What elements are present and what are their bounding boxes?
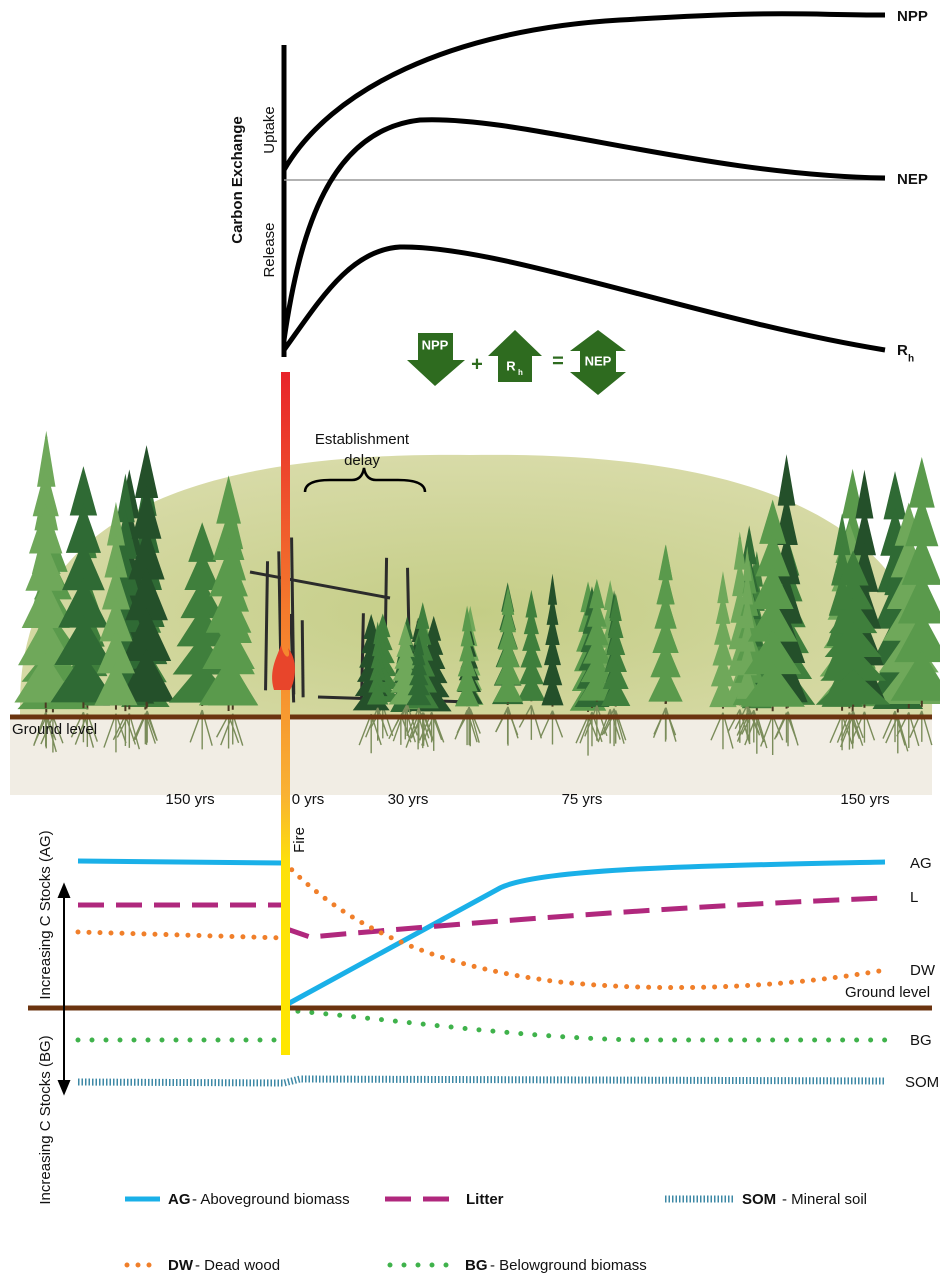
bg-line [284,1010,885,1040]
axis-label: Release [261,222,278,277]
time-label: 150 yrs [165,791,214,808]
axis-title: Carbon Exchange [229,116,246,244]
time-label: 150 yrs [840,791,889,808]
page: {"carbon_exchange":{"axis_title":"Carbon… [0,0,940,1284]
axis-title: Increasing C Stocks (BG) [37,1035,54,1204]
time-label: 30 yrs [388,791,429,808]
curve-label: DW [910,962,936,979]
dw-line [284,862,885,988]
arrow-head [59,1081,69,1093]
time-label: 0 yrs [292,791,325,808]
curve-label: NEP [897,171,928,188]
ground-label: Ground level [12,721,97,738]
equation-operator: + [471,353,483,375]
dw-line [78,932,284,938]
legend-code: SOM [742,1191,776,1208]
diagram: Carbon Exchange Uptake Release NPP NEP R… [0,0,940,1284]
curve-label-sub: h [908,354,914,365]
dead-tree [266,561,268,690]
arrow-head [59,885,69,897]
curve-label: R [897,342,908,359]
legend [125,1199,735,1265]
curve-label: SOM [905,1074,939,1091]
legend-text: - Mineral soil [782,1191,867,1208]
axis-title: Increasing C Stocks (AG) [37,830,54,999]
annotation: Establishment [315,431,410,448]
legend-code: BG [465,1257,488,1274]
som-line [78,1079,885,1083]
ground-label: Ground level [845,984,930,1001]
legend-code: AG [168,1191,191,1208]
rh-curve [284,247,885,350]
ag-line [78,861,284,863]
fire-bar [281,372,290,1055]
curve-label: BG [910,1032,932,1049]
arrow-up [488,330,542,382]
nep-curve [284,120,885,340]
equation-term: NEP [585,353,612,368]
dead-tree [302,620,303,697]
curve-label: AG [910,855,932,872]
curve-label: L [910,889,918,906]
carbon-exchange-chart [284,14,885,357]
axis-label: Uptake [261,106,278,154]
litter-line [284,898,885,937]
annotation: delay [344,452,380,469]
legend-text: - Belowground biomass [490,1257,647,1274]
npp-curve [284,14,885,170]
equation-term: NPP [422,337,449,352]
fire-label: Fire [291,827,308,853]
legend-code: Litter [466,1191,504,1208]
equation-term-sub: h [518,368,523,377]
time-label: 75 yrs [562,791,603,808]
equation-operator: = [552,350,564,372]
landscape [10,431,940,795]
legend-text: - Dead wood [195,1257,280,1274]
legend-code: DW [168,1257,194,1274]
equation-term: R [506,358,516,373]
stock-axis [59,885,69,1093]
stocks-chart [78,861,885,1083]
curve-label: NPP [897,8,928,25]
legend-text: - Aboveground biomass [192,1191,350,1208]
